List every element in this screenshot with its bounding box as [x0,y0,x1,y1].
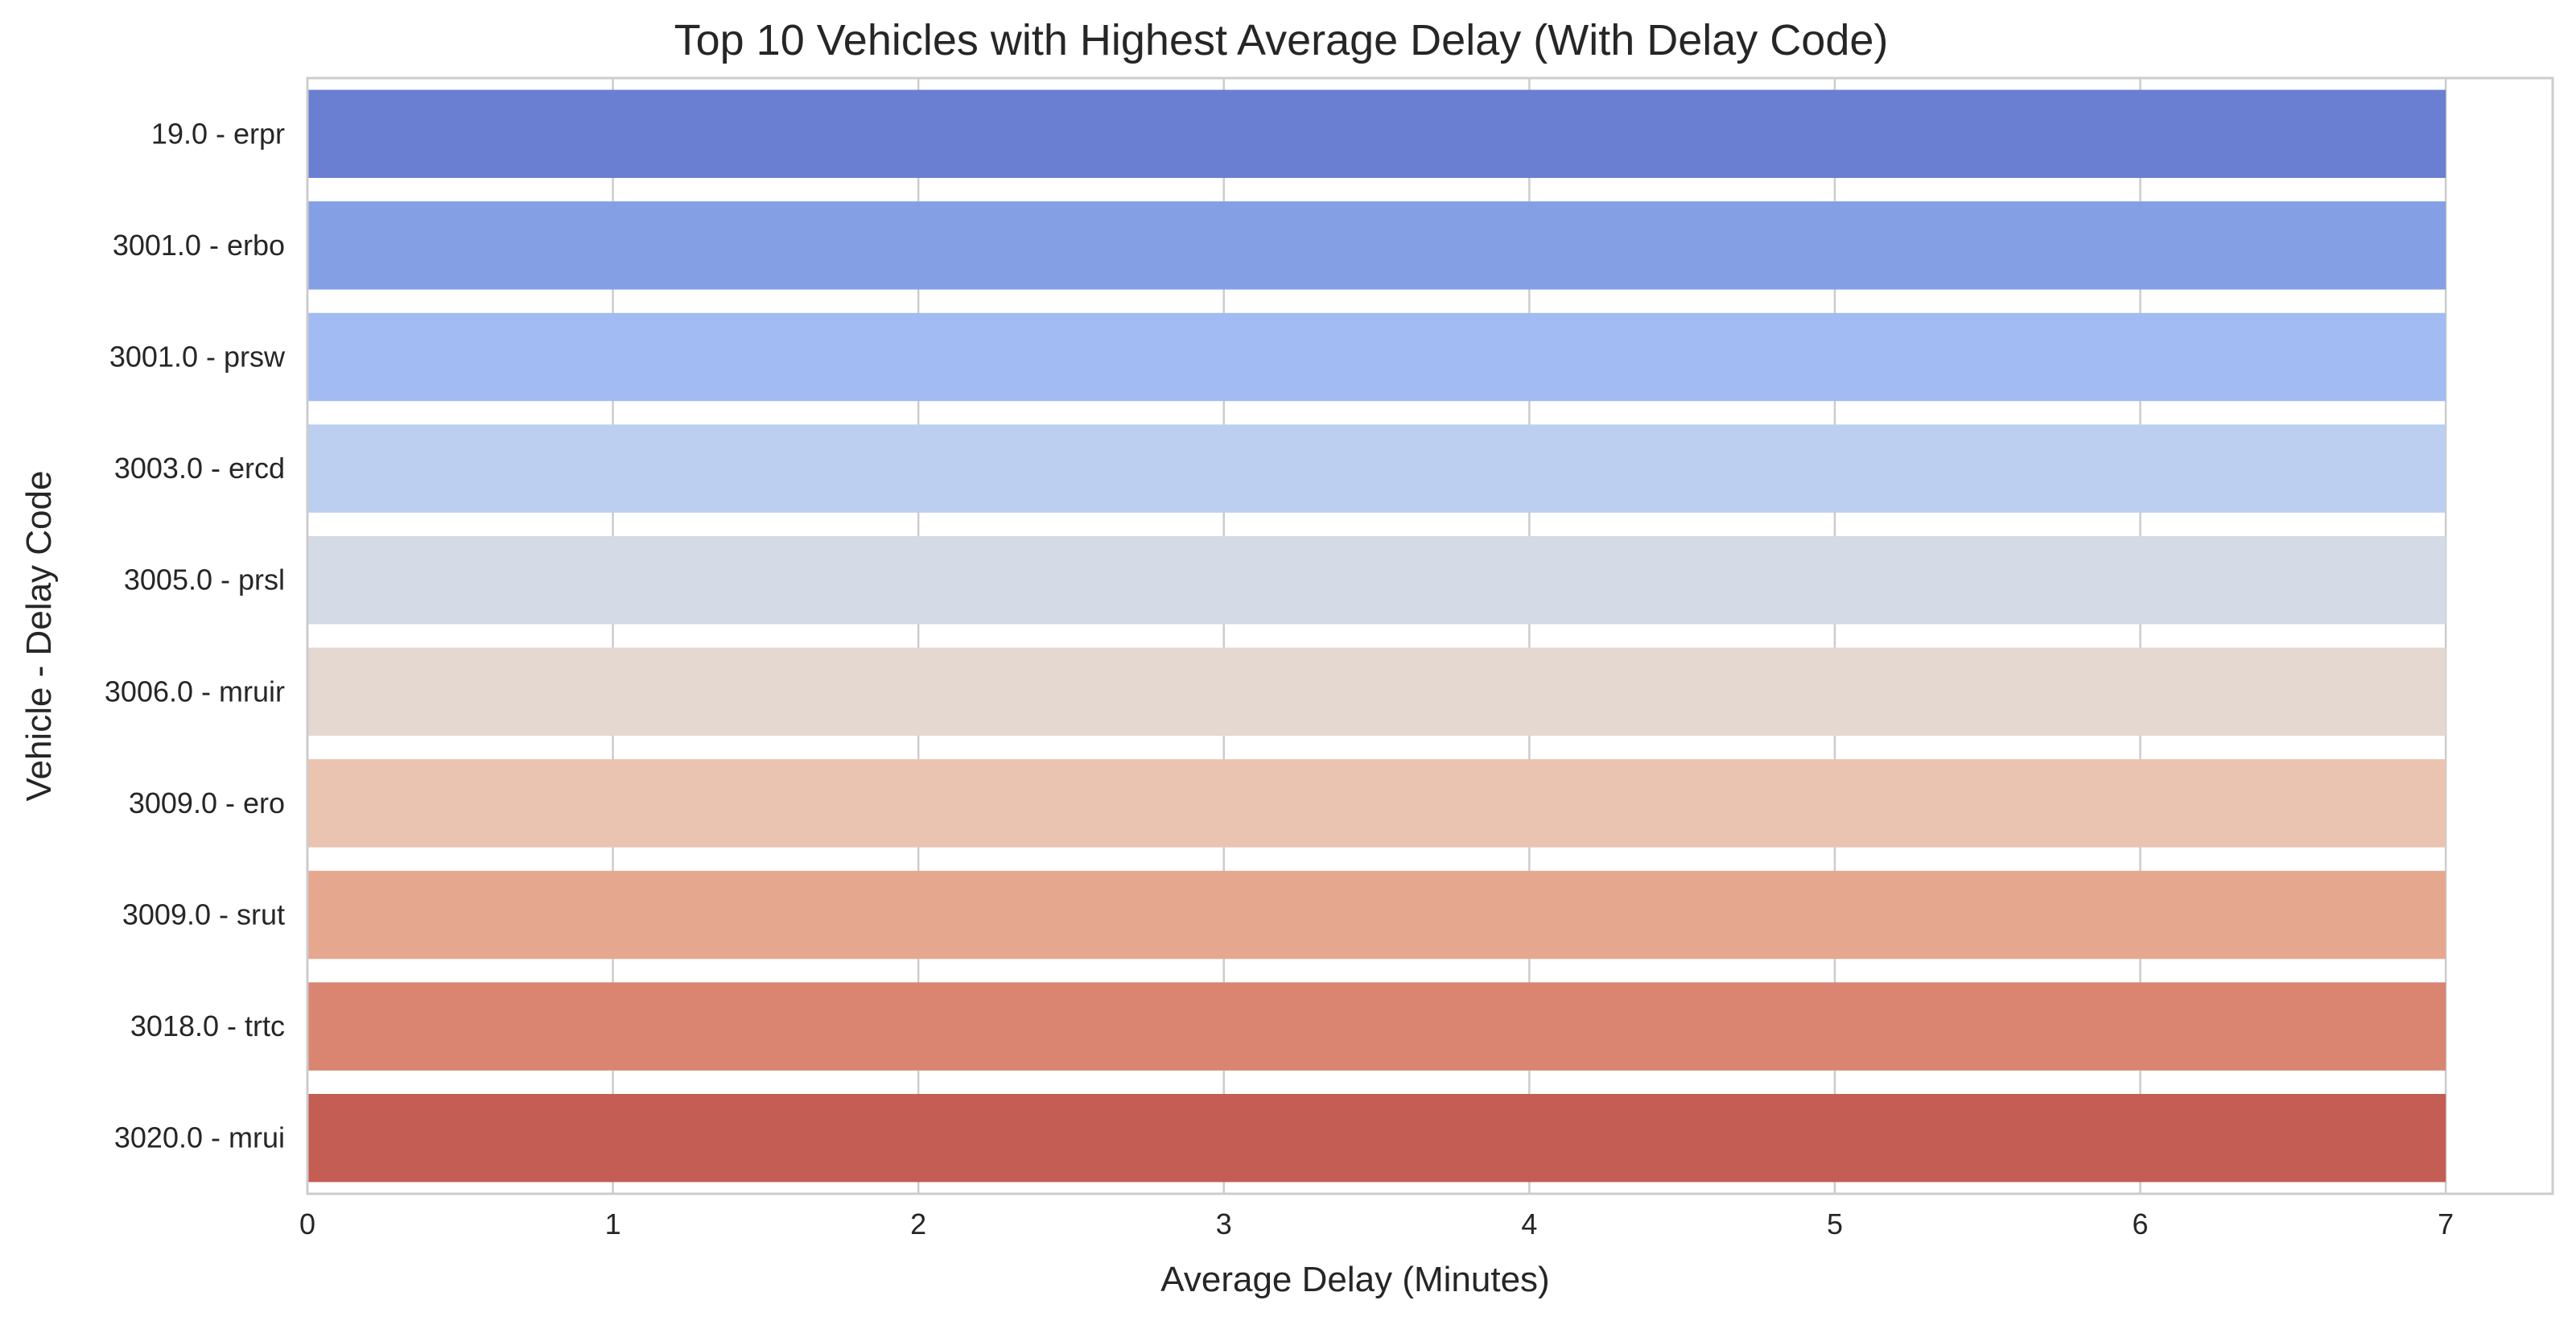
bar [307,89,2446,179]
y-tick-label: 3003.0 - ercd [114,452,285,485]
bar [307,982,2446,1071]
bar [307,201,2446,290]
bar [307,312,2446,402]
x-tick-label: 1 [605,1207,621,1240]
x-tick-label: 2 [910,1207,926,1240]
bar [307,647,2446,737]
bar [307,535,2446,625]
x-tick-label: 3 [1216,1207,1232,1240]
bars [307,89,2446,1183]
y-axis-label: Vehicle - Delay Code [19,471,59,802]
y-tick-label: 3009.0 - srut [122,898,285,931]
chart-title: Top 10 Vehicles with Highest Average Del… [674,16,1889,64]
plot-frame [306,76,2554,1195]
x-tick-label: 5 [1827,1207,1843,1240]
bar [307,870,2446,960]
x-tick-label: 6 [2133,1207,2149,1240]
bar [307,424,2446,513]
y-tick-label: 19.0 - erpr [151,117,285,150]
x-tick-label: 7 [2438,1207,2454,1240]
y-tick-label: 3020.0 - mrui [114,1121,285,1154]
y-tick-label: 3005.0 - prsl [124,563,285,596]
bar [307,1093,2446,1183]
y-tick-label: 3006.0 - mruir [105,675,285,708]
y-tick-label: 3001.0 - prsw [109,341,286,374]
x-axis-label: Average Delay (Minutes) [1160,1260,1549,1299]
y-tick-label: 3018.0 - trtc [130,1009,285,1042]
y-tick-label: 3009.0 - ero [129,786,285,819]
y-tick-label: 3001.0 - erbo [113,229,285,262]
x-tick-labels: 0 1 2 3 4 5 6 7 [299,1207,2454,1240]
bar [307,759,2446,848]
x-tick-label: 0 [299,1207,315,1240]
x-tick-label: 4 [1521,1207,1537,1240]
y-tick-labels: 19.0 - erpr 3001.0 - erbo 3001.0 - prsw 300… [105,117,286,1154]
